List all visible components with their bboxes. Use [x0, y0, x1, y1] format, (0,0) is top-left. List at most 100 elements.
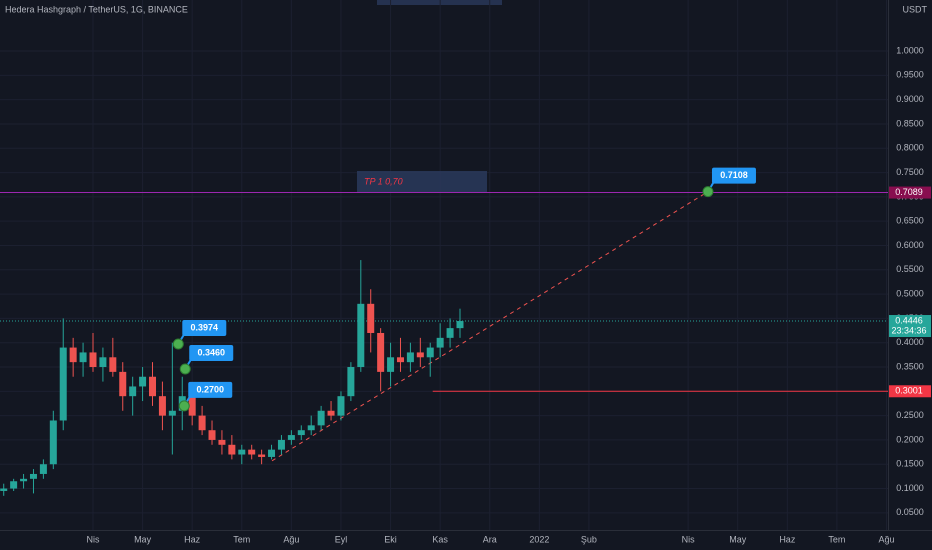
candle-body — [307, 425, 315, 431]
callout-box — [189, 344, 234, 361]
x-tick-label: Şub — [581, 534, 597, 544]
candle-body — [317, 410, 325, 426]
callout-point — [178, 400, 190, 412]
candle-body — [208, 430, 216, 440]
callout-label: 0.7108 — [720, 170, 748, 180]
candle-body — [436, 337, 444, 348]
price-label: 0.7089 — [895, 187, 923, 197]
x-tick-label: Haz — [779, 534, 796, 544]
candle-body — [277, 439, 285, 450]
x-tick-label: Kas — [432, 534, 448, 544]
note-box-top — [377, 0, 502, 5]
candle-body — [238, 449, 246, 455]
candle-body — [39, 464, 47, 474]
candle-body — [49, 420, 57, 465]
candle-body — [0, 488, 8, 491]
candle-body — [99, 357, 107, 368]
trendline — [271, 191, 709, 462]
candle-body — [268, 449, 276, 457]
countdown: 23:34:36 — [891, 325, 926, 335]
y-tick-label: 0.5000 — [896, 288, 924, 298]
candle-body — [119, 371, 127, 397]
price-label-box — [889, 186, 931, 199]
price-label-box — [889, 385, 931, 398]
y-tick-label: 0.1000 — [896, 483, 924, 493]
candle-body — [426, 347, 434, 358]
candle-body — [248, 449, 256, 455]
candle-body — [396, 357, 404, 363]
x-tick-label: Tem — [828, 534, 845, 544]
candle-body — [20, 478, 28, 482]
y-tick-label: 0.6500 — [896, 216, 924, 226]
x-tick-label: 2022 — [529, 534, 549, 544]
x-tick-label: Eki — [384, 534, 397, 544]
price-label-box — [889, 315, 931, 338]
candle-body — [109, 357, 117, 372]
candle-body — [258, 454, 266, 457]
candle-body — [89, 352, 97, 368]
candle-body — [327, 410, 335, 416]
candle-body — [367, 303, 375, 333]
y-tick-label: 0.3500 — [896, 361, 924, 371]
y-tick-label: 0.8000 — [896, 143, 924, 153]
candle-body — [218, 439, 226, 445]
candle-body — [69, 347, 77, 363]
x-tick-label: Ağu — [879, 534, 895, 544]
y-tick-label: 0.5500 — [896, 264, 924, 274]
candle-body — [168, 410, 176, 416]
candle-body — [129, 386, 137, 397]
callout-box — [188, 381, 233, 398]
price-label: 0.3001 — [895, 386, 923, 396]
y-tick-label: 0.2000 — [896, 434, 924, 444]
callout-point — [702, 186, 714, 198]
x-tick-label: Nis — [682, 534, 695, 544]
candle-body — [357, 303, 365, 368]
y-tick-label: 0.0500 — [896, 507, 924, 517]
x-tick-label: Haz — [184, 534, 201, 544]
y-tick-label: 0.7500 — [896, 167, 924, 177]
y-tick-label: 0.6000 — [896, 240, 924, 250]
candle-body — [456, 321, 464, 329]
candle-body — [406, 352, 414, 363]
x-tick-label: May — [729, 534, 747, 544]
candle-body — [188, 396, 196, 416]
price-label: 0.4446 — [895, 315, 923, 325]
candle-body — [139, 376, 147, 387]
candle-body — [416, 352, 424, 358]
candle-body — [10, 481, 18, 489]
y-tick-label: 1.0000 — [896, 45, 924, 55]
y-tick-label: 0.9000 — [896, 94, 924, 104]
x-tick-label: Ara — [483, 534, 497, 544]
candle-body — [347, 367, 355, 397]
candle-body — [158, 396, 166, 416]
y-tick-label: 0.2500 — [896, 410, 924, 420]
y-tick-label: 0.4000 — [896, 337, 924, 347]
candle-body — [287, 435, 295, 440]
note-box — [357, 171, 487, 192]
candle-body — [377, 332, 385, 372]
candle-body — [337, 396, 345, 416]
note: TP 1 0,70 — [364, 176, 403, 186]
callout-point — [179, 363, 191, 375]
y-tick-label: 0.8500 — [896, 118, 924, 128]
callout-box — [711, 167, 756, 184]
y-tick-label: 0.1500 — [896, 459, 924, 469]
candle-body — [297, 430, 305, 436]
candle-body — [29, 473, 37, 479]
callout-point — [172, 338, 184, 350]
candle-body — [59, 347, 67, 421]
candle-body — [79, 352, 87, 363]
currency: USDT — [903, 4, 928, 14]
callout-label: 0.3974 — [191, 322, 219, 332]
candle-body — [228, 444, 236, 455]
chart-title: Hedera Hashgraph / TetherUS, 1G, BINANCE — [5, 4, 188, 14]
callout-box — [182, 319, 227, 336]
x-tick-label: Nis — [86, 534, 99, 544]
x-tick-label: May — [134, 534, 152, 544]
candle-body — [198, 415, 206, 431]
x-tick-label: Tem — [233, 534, 250, 544]
callout-label: 0.2700 — [196, 384, 224, 394]
